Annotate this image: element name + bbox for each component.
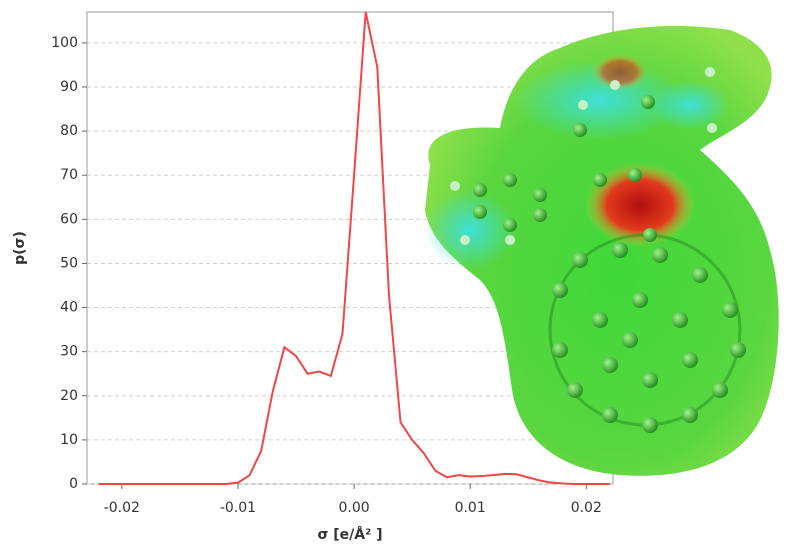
y-tick-label: 20 [60,388,78,404]
y-tick-label: 30 [60,344,78,360]
y-tick-label: 10 [60,432,78,448]
x-axis-title: σ [e/Å² ] [317,526,382,543]
y-tick-label: 50 [60,255,78,271]
surface-region [425,190,515,270]
y-axis-title: p(σ) [12,231,28,265]
y-tick-label: 100 [51,35,78,51]
y-tick-label: 60 [60,211,78,227]
y-tick-label: 90 [60,79,78,95]
surface-region [592,54,648,90]
y-tick-label: 70 [60,167,78,183]
y-tick-label: 40 [60,300,78,316]
x-tick-label: 0.00 [338,500,369,516]
surface-region [650,80,730,130]
y-tick-label: 0 [69,476,78,492]
x-tick-label: 0.01 [455,500,486,516]
y-tick-label: 80 [60,123,78,139]
chart: σ [e/Å² ] p(σ) 0 10 20 30 40 50 60 70 80 90 100 -0.… [0,0,786,548]
x-tick-label: -0.01 [220,500,256,516]
x-tick-label: 0.02 [571,500,602,516]
x-tick-label: -0.02 [104,500,140,516]
